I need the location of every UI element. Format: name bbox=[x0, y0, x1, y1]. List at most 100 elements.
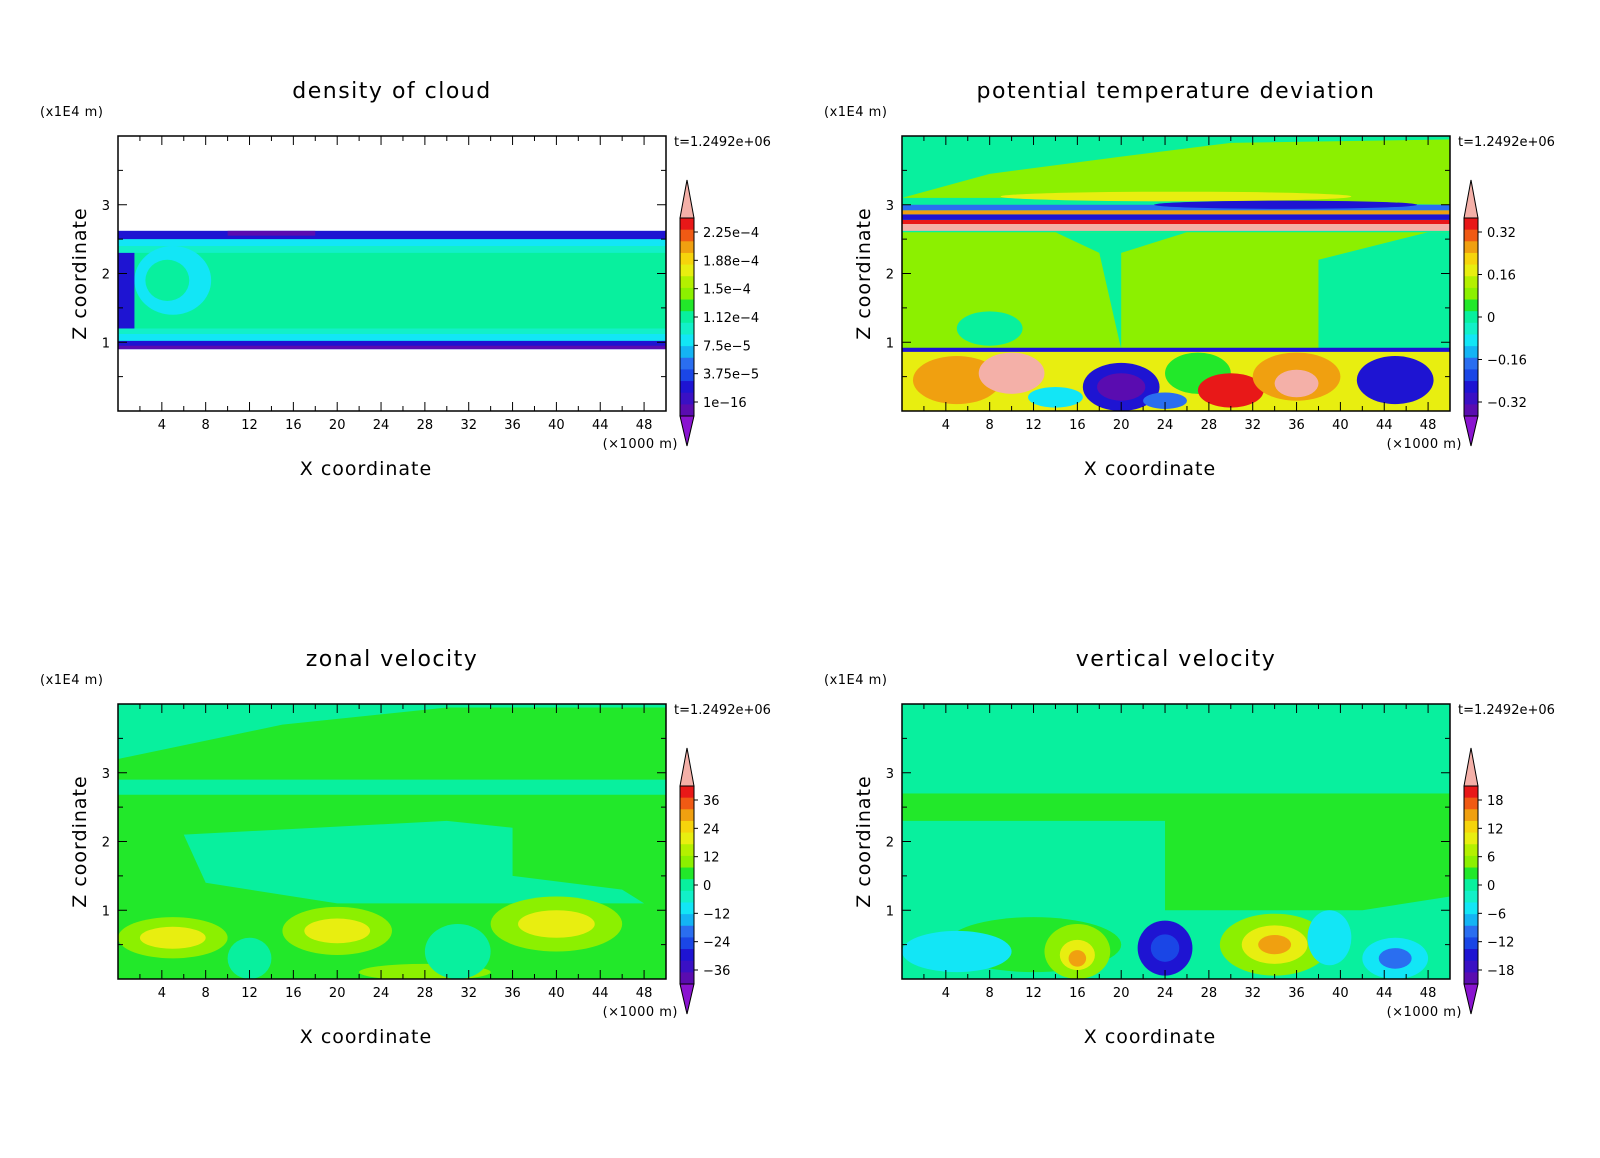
x-axis-title: X coordinate bbox=[300, 458, 432, 480]
panel-vertical: vertical velocity(x1E4 m)t=1.2492e+064 8 1… bbox=[824, 647, 1555, 1048]
x-tick-label: 28 bbox=[1201, 418, 1218, 433]
x-tick-label: 16 bbox=[285, 418, 302, 433]
x-tick-label: 44 bbox=[1376, 418, 1393, 433]
x-tick-label: 36 bbox=[1288, 418, 1305, 433]
field-contours bbox=[118, 704, 666, 979]
x-unit-label: (×1000 m) bbox=[603, 437, 678, 452]
y-tick-label: 2 bbox=[886, 836, 894, 851]
x-tick-label: 20 bbox=[1113, 418, 1130, 433]
x-tick-label: 32 bbox=[460, 986, 477, 1001]
y-tick-label: 1 bbox=[886, 904, 894, 919]
x-tick-label: 28 bbox=[1201, 986, 1218, 1001]
x-tick-label: 48 bbox=[1420, 418, 1437, 433]
x-tick-label: 20 bbox=[329, 418, 346, 433]
colorbar-tick-label: −12 bbox=[703, 907, 730, 922]
x-tick-label: 32 bbox=[1244, 418, 1261, 433]
y-tick-label: 2 bbox=[102, 836, 110, 851]
field-contours bbox=[902, 136, 1450, 411]
colorbar-tick-label: 1e−16 bbox=[703, 396, 747, 411]
panel-theta: potential temperature deviation (x1E4 m) t… bbox=[824, 79, 1555, 480]
colorbar: 2.25e−4 1.88e−4 1.5e−4 1.12e−4 7.5e−5 3.75e−5… bbox=[679, 179, 759, 447]
y-tick-label: 3 bbox=[102, 199, 110, 214]
colorbar-tick-label: 0 bbox=[1487, 879, 1495, 894]
x-tick-label: 12 bbox=[241, 418, 258, 433]
x-tick-label: 24 bbox=[373, 418, 390, 433]
x-tick-label: 16 bbox=[285, 986, 302, 1001]
x-tick-label: 36 bbox=[504, 418, 521, 433]
x-tick-label: 20 bbox=[329, 986, 346, 1001]
y-tick-label: 2 bbox=[102, 268, 110, 283]
y-tick-label: 1 bbox=[102, 336, 110, 351]
chart-title: vertical velocity bbox=[1076, 647, 1277, 672]
time-label: t=1.2492e+06 bbox=[1458, 703, 1555, 718]
colorbar-tick-label: 7.5e−5 bbox=[703, 339, 751, 354]
x-axis-title: X coordinate bbox=[1084, 1026, 1216, 1048]
colorbar-tick-label: 12 bbox=[703, 851, 720, 866]
x-tick-label: 16 bbox=[1069, 986, 1086, 1001]
field-contours bbox=[902, 704, 1450, 979]
x-unit-label: (×1000 m) bbox=[1387, 437, 1462, 452]
colorbar: 0.32 0.16 0 −0.16 −0.32 bbox=[1463, 179, 1527, 447]
x-tick-label: 48 bbox=[636, 986, 653, 1001]
y-tick-label: 3 bbox=[886, 199, 894, 214]
colorbar-tick-label: 0.32 bbox=[1487, 226, 1516, 241]
y-axis-title: Z coordinate bbox=[69, 775, 91, 907]
colorbar-tick-label: 1.5e−4 bbox=[703, 283, 751, 298]
x-tick-label: 4 bbox=[942, 418, 950, 433]
x-unit-label: (×1000 m) bbox=[1387, 1005, 1462, 1020]
y-tick-label: 3 bbox=[886, 767, 894, 782]
x-tick-label: 24 bbox=[1157, 418, 1174, 433]
x-tick-label: 24 bbox=[1157, 986, 1174, 1001]
x-tick-label: 40 bbox=[548, 418, 565, 433]
time-label: t=1.2492e+06 bbox=[1458, 135, 1555, 150]
colorbar-tick-label: −36 bbox=[703, 964, 730, 979]
x-tick-label: 28 bbox=[417, 986, 434, 1001]
panel-zonal: zonal velocity(x1E4 m)t=1.2492e+064 8 12 16… bbox=[40, 647, 771, 1048]
time-label: t=1.2492e+06 bbox=[674, 135, 771, 150]
x-tick-label: 12 bbox=[1025, 986, 1042, 1001]
x-tick-label: 36 bbox=[1288, 986, 1305, 1001]
x-tick-label: 4 bbox=[158, 418, 166, 433]
x-tick-label: 48 bbox=[1420, 986, 1437, 1001]
x-tick-label: 28 bbox=[417, 418, 434, 433]
y-unit-label: (x1E4 m) bbox=[40, 105, 103, 120]
colorbar-tick-label: −18 bbox=[1487, 964, 1514, 979]
x-tick-label: 24 bbox=[373, 986, 390, 1001]
x-tick-label: 8 bbox=[986, 986, 994, 1001]
x-tick-label: 40 bbox=[548, 986, 565, 1001]
panel-cloud: density of cloud(x1E4 m)t=1.2492e+064 8 12… bbox=[40, 79, 771, 480]
y-axis-title: Z coordinate bbox=[853, 207, 875, 339]
x-tick-label: 4 bbox=[158, 986, 166, 1001]
y-unit-label: (x1E4 m) bbox=[40, 673, 103, 688]
x-tick-label: 4 bbox=[942, 986, 950, 1001]
x-tick-label: 8 bbox=[202, 986, 210, 1001]
chart-title: density of cloud bbox=[292, 79, 491, 104]
colorbar-tick-label: 1.12e−4 bbox=[703, 311, 759, 326]
colorbar-tick-label: 18 bbox=[1487, 794, 1504, 809]
y-tick-label: 1 bbox=[886, 336, 894, 351]
y-tick-label: 2 bbox=[886, 268, 894, 283]
colorbar-tick-label: 0 bbox=[1487, 311, 1495, 326]
x-tick-label: 32 bbox=[460, 418, 477, 433]
y-axis-title: Z coordinate bbox=[69, 207, 91, 339]
colorbar-tick-label: 3.75e−5 bbox=[703, 368, 759, 383]
chart-title: potential temperature deviation bbox=[977, 79, 1376, 104]
x-axis-title: X coordinate bbox=[1084, 458, 1216, 480]
x-tick-label: 48 bbox=[636, 418, 653, 433]
x-tick-label: 44 bbox=[1376, 986, 1393, 1001]
colorbar-tick-label: 2.25e−4 bbox=[703, 226, 759, 241]
colorbar-tick-label: −0.32 bbox=[1487, 396, 1527, 411]
field-contours bbox=[118, 230, 666, 350]
x-tick-label: 44 bbox=[592, 986, 609, 1001]
y-unit-label: (x1E4 m) bbox=[824, 673, 887, 688]
colorbar-tick-label: −12 bbox=[1487, 936, 1514, 951]
colorbar-tick-label: 36 bbox=[703, 794, 720, 809]
x-tick-label: 44 bbox=[592, 418, 609, 433]
colorbar-tick-label: 0.16 bbox=[1487, 269, 1516, 284]
x-tick-label: 40 bbox=[1332, 418, 1349, 433]
colorbar-tick-label: −24 bbox=[703, 936, 730, 951]
colorbar-tick-label: 0 bbox=[703, 879, 711, 894]
x-tick-label: 32 bbox=[1244, 986, 1261, 1001]
x-axis-title: X coordinate bbox=[300, 1026, 432, 1048]
